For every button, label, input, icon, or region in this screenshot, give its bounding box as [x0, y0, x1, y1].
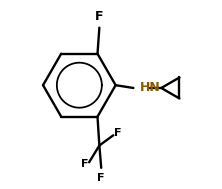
Text: F: F: [81, 159, 89, 169]
Text: F: F: [114, 128, 121, 138]
Text: HN: HN: [140, 81, 161, 94]
Text: F: F: [97, 173, 105, 183]
Text: F: F: [95, 10, 104, 23]
